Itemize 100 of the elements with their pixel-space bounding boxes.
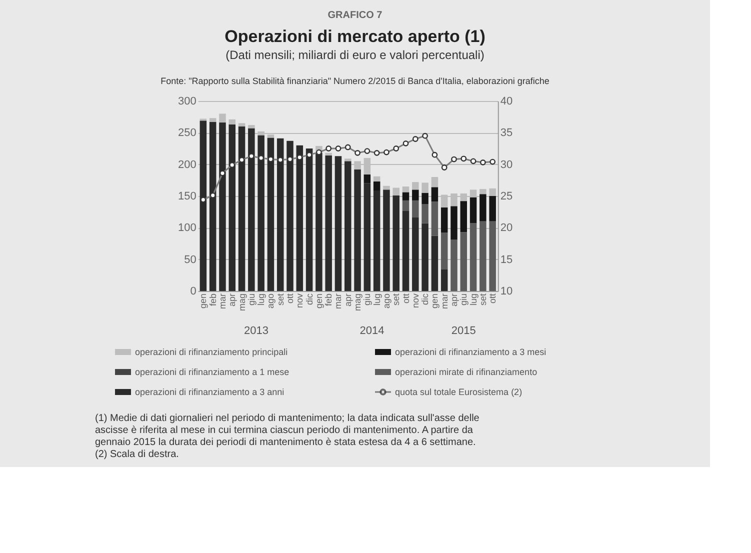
legend-label: operazioni di rifinanziamento a 3 mesi [395, 347, 546, 357]
bar [344, 158, 352, 162]
bar [450, 240, 458, 291]
bar [286, 140, 294, 291]
bar [209, 122, 216, 291]
bar [402, 192, 410, 200]
bar [354, 169, 361, 291]
bar [334, 156, 342, 291]
bar [402, 200, 410, 211]
bar [460, 201, 468, 232]
y2-tick-label: 20 [500, 222, 513, 234]
y2-tick-label: 35 [500, 127, 513, 140]
text: (1) Medie di dati giornalieri nel periodo di mantenimento; la data indicata sull'asse delle ascisse è riferita al mese in cui termina ciascun periodo di mantenimento. A partire da gennaio 2015 la durata dei periodi di mantenimento è stata estesa da 4 a 6 settimane. [95, 413, 480, 448]
bar [316, 152, 322, 291]
bar [200, 120, 207, 291]
legend-label: operazioni di rifinanziamento a 1 mese [135, 367, 290, 377]
bar [228, 119, 236, 124]
text: 2015 [451, 325, 476, 337]
legend-label: operazioni di rifinanziamento a 3 anni [135, 387, 284, 397]
x-tick-label: apr [227, 294, 238, 307]
bar [412, 190, 419, 200]
y2-tick-label: 15 [500, 254, 513, 266]
bar [402, 210, 410, 291]
bar [431, 187, 438, 202]
text: GRAFICO 7 [328, 10, 383, 21]
x-tick-label: dic [304, 293, 314, 306]
bar [276, 138, 284, 291]
x-tick-label: giu [362, 294, 372, 306]
y2-tick-label: 25 [500, 190, 513, 202]
bar [422, 204, 428, 224]
y2-tick-label: 40 [500, 96, 513, 108]
bar [325, 152, 332, 156]
y-tick-label: 0 [190, 286, 196, 298]
x-tick-label: feb [208, 294, 218, 306]
x-tick-label: ott [488, 293, 498, 304]
legend-label: operazioni di rifinanziamento principali [135, 347, 288, 357]
bar [470, 223, 477, 291]
x-tick-label: mag [236, 294, 247, 312]
bar [422, 192, 428, 204]
legend-label: quota sul totale Eurosistema (2) [395, 387, 522, 397]
x-tick-label: nov [294, 293, 305, 308]
chart-title: Operazioni di mercato aperto (1) [224, 27, 486, 46]
y-tick-label: 150 [178, 190, 196, 202]
x-tick-label: giu [458, 294, 469, 306]
bar [402, 186, 410, 192]
x-tick-label: set [275, 293, 286, 306]
bar [440, 232, 448, 270]
bar [489, 196, 496, 222]
bar [450, 206, 458, 240]
x-tick-label: gen [198, 294, 208, 309]
bar [431, 202, 438, 236]
bar [440, 269, 448, 291]
x-tick-label: ago [266, 294, 276, 309]
x-tick-label: gen [314, 294, 324, 309]
bar [412, 218, 419, 291]
bar [364, 183, 371, 291]
bar [392, 188, 400, 196]
y-tick-label: 200 [178, 158, 196, 171]
bar [258, 135, 264, 291]
bar [480, 221, 486, 291]
x-tick-label: dic [420, 293, 430, 306]
bar [392, 195, 400, 291]
text: 2014 [360, 325, 384, 337]
chart-subtitle: (Dati mensili; miliardi di euro e valori percentuali) [226, 48, 484, 62]
bar [480, 189, 486, 194]
text: (2) Scala di destra. [95, 449, 179, 460]
y2-tick-label: 30 [500, 158, 513, 171]
bar [296, 145, 304, 291]
bar [480, 194, 486, 222]
x-tick-label: mar [333, 294, 344, 309]
x-tick-label: ago [381, 294, 392, 309]
y-tick-label: 100 [178, 222, 196, 234]
bar [383, 190, 390, 291]
bar [306, 148, 313, 291]
source-note: Fonte: "Rapporto sulla Stabilità finanziaria" Numero 2/2015 di Banca d'Italia, elaborazioni grafiche [160, 76, 550, 86]
bar [422, 223, 428, 291]
bar [460, 232, 468, 291]
bar [248, 128, 255, 291]
x-tick-label: lug [372, 294, 382, 306]
y-tick-label: 50 [184, 254, 196, 266]
x-tick-label: feb [324, 294, 334, 306]
bar [412, 200, 419, 218]
bar [373, 176, 380, 182]
text: 2013 [244, 325, 268, 337]
x-tick-label: mar [217, 294, 228, 309]
x-tick-label: nov [410, 293, 420, 308]
bar [209, 118, 216, 122]
bar [228, 124, 236, 291]
bar [219, 122, 226, 291]
bar [489, 221, 496, 291]
x-tick-label: mag [352, 294, 363, 312]
x-tick-label: set [478, 293, 488, 306]
bar [344, 161, 352, 291]
bar [219, 114, 226, 123]
bar [412, 182, 419, 190]
y-tick-label: 250 [178, 127, 196, 140]
x-tick-label: mar [439, 294, 450, 309]
bar [431, 236, 438, 291]
x-tick-label: ott [285, 293, 296, 304]
bar [325, 155, 332, 291]
